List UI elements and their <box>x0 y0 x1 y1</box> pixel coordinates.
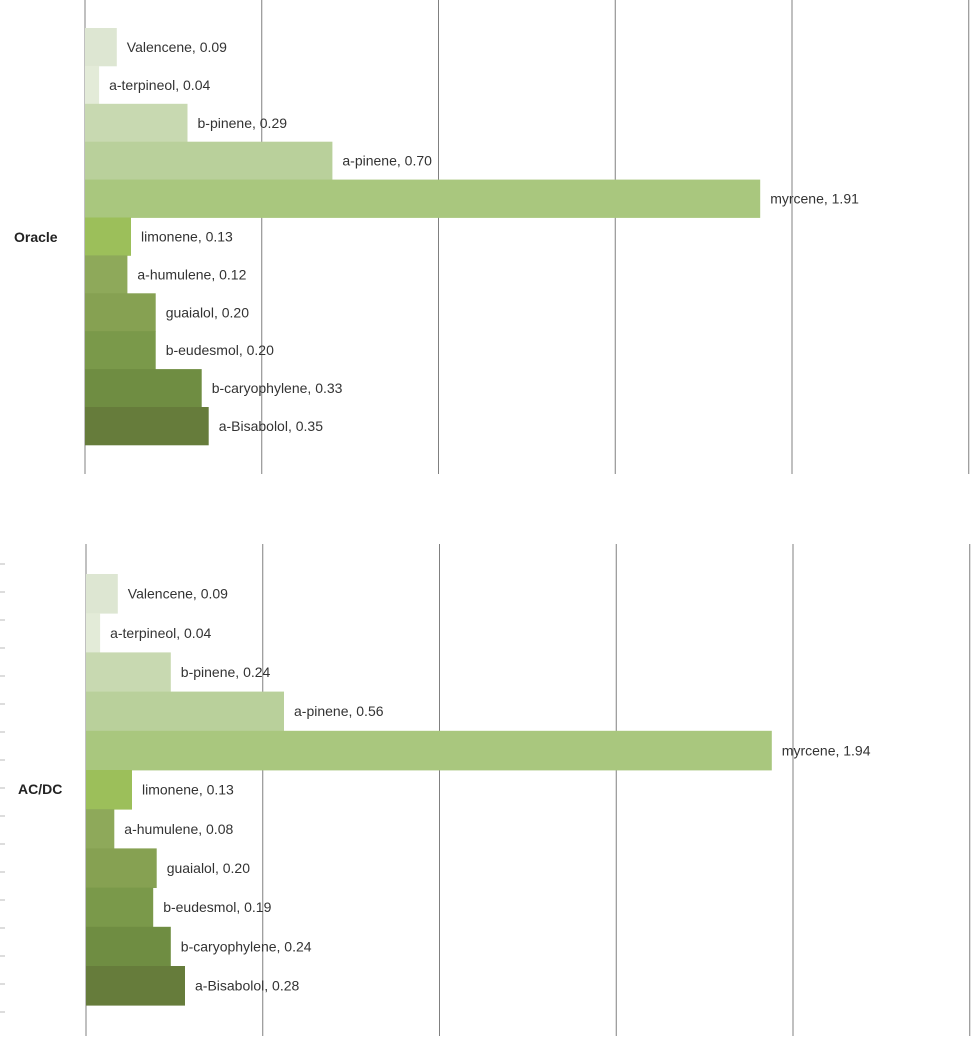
data-label-b-eudesmol: b-eudesmol, 0.20 <box>166 342 274 358</box>
bar-a-pinene <box>86 691 284 732</box>
bar-a-terpineol <box>85 65 100 105</box>
bar-guaialol <box>85 293 156 332</box>
data-label-a-terpineol: a-terpineol, 0.04 <box>109 77 210 93</box>
data-label-guaialol: guaialol, 0.20 <box>167 860 251 876</box>
acdc-bar-chart: Valencene, 0.09 a-terpineol, 0.04 b-pinene… <box>85 544 971 1036</box>
data-label-b-caryophylene: b-caryophylene, 0.24 <box>181 938 312 954</box>
bar-b-caryophylene <box>85 369 202 408</box>
bar-b-pinene <box>86 652 171 692</box>
data-label-a-humulene: a-humulene, 0.08 <box>124 821 233 837</box>
group-label-acdc: AC/DC <box>18 781 63 797</box>
bar-a-terpineol <box>86 613 101 653</box>
data-label-b-pinene: b-pinene, 0.24 <box>181 664 271 680</box>
oracle-chart-panel: Oracle Valencene, 0.09 a-terpineol, 0.04 b… <box>0 0 972 480</box>
data-label-b-eudesmol: b-eudesmol, 0.19 <box>163 899 271 915</box>
bar-b-caryophylene <box>86 926 171 967</box>
data-label-valencene: Valencene, 0.09 <box>127 39 227 55</box>
bar-limonene <box>86 770 132 810</box>
bar-myrcene <box>86 730 772 771</box>
data-label-valencene: Valencene, 0.09 <box>128 586 228 602</box>
data-label-b-caryophylene: b-caryophylene, 0.33 <box>212 380 343 396</box>
bar-a-bisabolol <box>86 966 185 1006</box>
bar-a-humulene <box>86 809 115 849</box>
data-label-myrcene: myrcene, 1.94 <box>782 742 871 758</box>
data-label-a-pinene: a-pinene, 0.70 <box>342 153 432 169</box>
data-label-limonene: limonene, 0.13 <box>142 782 234 798</box>
data-label-b-pinene: b-pinene, 0.29 <box>198 115 288 131</box>
acdc-chart-panel: AC/DC Valencene, 0.09 a-terpineol, 0.04 b-… <box>0 540 972 1046</box>
bar-b-eudesmol <box>86 887 154 928</box>
data-label-a-terpineol: a-terpineol, 0.04 <box>110 625 211 641</box>
data-label-limonene: limonene, 0.13 <box>141 228 233 244</box>
bar-b-pinene <box>85 103 188 143</box>
bar-guaialol <box>86 848 157 888</box>
bar-a-bisabolol <box>85 407 209 446</box>
group-label-oracle: Oracle <box>14 229 58 245</box>
bar-a-pinene <box>85 141 333 180</box>
bar-myrcene <box>85 179 761 218</box>
data-label-a-bisabolol: a-Bisabolol, 0.35 <box>219 418 324 434</box>
data-label-a-humulene: a-humulene, 0.12 <box>137 266 246 282</box>
bar-valencene <box>85 28 117 67</box>
bar-limonene <box>85 217 131 256</box>
bar-a-humulene <box>85 255 128 294</box>
data-label-a-pinene: a-pinene, 0.56 <box>294 703 384 719</box>
oracle-bar-chart: Valencene, 0.09 a-terpineol, 0.04 b-pinene… <box>84 0 970 474</box>
bar-valencene <box>86 574 118 614</box>
data-label-guaialol: guaialol, 0.20 <box>166 304 250 320</box>
left-tick-strip <box>0 563 5 1013</box>
bar-b-eudesmol <box>85 331 156 370</box>
data-label-myrcene: myrcene, 1.91 <box>770 191 859 207</box>
data-label-a-bisabolol: a-Bisabolol, 0.28 <box>195 978 300 994</box>
